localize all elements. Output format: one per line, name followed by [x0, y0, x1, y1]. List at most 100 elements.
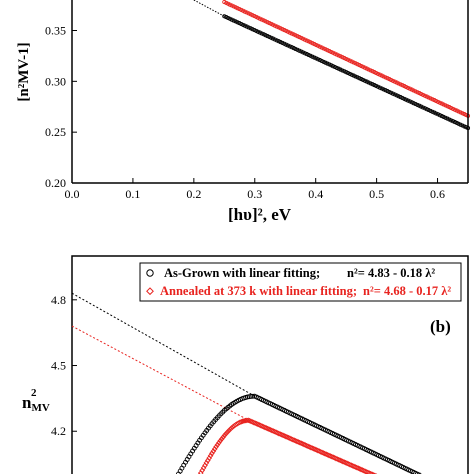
- top-data-point: [349, 72, 354, 77]
- top-data-point: [411, 101, 416, 106]
- bottom-data-point: [216, 439, 222, 446]
- legend-box: [139, 262, 462, 302]
- top-x-tick-label: 0.1: [125, 187, 140, 201]
- bottom-data-point: [341, 459, 348, 465]
- bottom-data-point: [324, 451, 331, 458]
- bottom-data-point: [223, 430, 229, 437]
- top-data-point: [267, 21, 272, 26]
- top-data-point: [398, 82, 403, 87]
- bottom-data-point: [211, 446, 218, 452]
- bottom-data-point: [306, 444, 313, 450]
- top-data-point: [405, 98, 411, 103]
- bottom-data-point: [345, 461, 352, 467]
- bottom-data-point: [250, 419, 257, 426]
- bottom-data-point: [330, 454, 336, 461]
- top-x-tick-label: 0.0: [65, 187, 80, 201]
- bottom-data-point: [348, 462, 355, 469]
- top-data-point: [460, 111, 465, 116]
- bottom-fit-line-as-grown: [71, 292, 256, 397]
- bottom-data-point: [238, 418, 245, 425]
- bottom-data-point: [326, 452, 332, 459]
- bottom-data-point: [246, 417, 253, 424]
- top-data-point: [302, 51, 307, 56]
- top-y-tick-label: 0.30: [45, 74, 66, 88]
- bottom-data-point: [417, 472, 422, 474]
- bottom-data-point: [255, 421, 261, 428]
- bottom-data-point: [271, 428, 278, 435]
- bottom-data-point: [245, 417, 252, 424]
- top-data-point: [297, 35, 302, 40]
- top-data-point: [445, 104, 450, 109]
- top-data-point: [458, 122, 463, 127]
- ylabel-sup: 2: [31, 387, 37, 399]
- ylabel-sub: MV: [31, 402, 49, 414]
- bottom-y-ticks: 4.2 4.5 4.8: [51, 293, 77, 438]
- legend-label-as-grown: As-Grown with linear fitting;: [164, 266, 320, 280]
- top-data-point: [452, 120, 457, 125]
- bottom-data-point: [277, 431, 284, 437]
- top-data-point: [415, 90, 420, 95]
- top-data-point: [415, 102, 420, 107]
- top-data-point: [297, 48, 302, 53]
- bottom-frame: [71, 255, 469, 474]
- top-data-point: [282, 28, 287, 33]
- top-data-point: [420, 105, 426, 110]
- top-series-annealed: [222, 0, 471, 118]
- bottom-data-point: [320, 450, 327, 456]
- bottom-data-point: [282, 433, 289, 440]
- bottom-data-point: [220, 434, 226, 441]
- top-data-point: [437, 100, 442, 105]
- bottom-data-point: [307, 444, 314, 451]
- bottom-data-point: [301, 441, 307, 448]
- bottom-data-point: [298, 440, 304, 447]
- bottom-data-point: [227, 426, 233, 433]
- top-data-point: [390, 91, 396, 96]
- bottom-data-point: [344, 460, 350, 467]
- bottom-data-point: [248, 418, 254, 425]
- top-data-point: [330, 64, 336, 69]
- bottom-data-point: [314, 447, 321, 454]
- legend-marker-as-grown: [146, 269, 154, 277]
- bottom-y-tick-label: 4.5: [51, 359, 66, 373]
- bottom-data-point: [268, 427, 275, 434]
- top-y-axis-label: [n²MV-1]: [16, 42, 32, 101]
- bottom-data-point: [280, 432, 286, 439]
- bottom-data-point: [353, 464, 360, 471]
- bottom-data-point: [291, 437, 297, 444]
- bottom-data-point: [317, 448, 324, 455]
- bottom-data-point: [257, 422, 264, 429]
- bottom-data-point: [296, 439, 303, 446]
- top-data-point: [377, 85, 382, 90]
- top-data-point: [315, 57, 321, 62]
- bottom-data-point: [274, 430, 281, 436]
- bottom-data-point: [281, 433, 288, 439]
- top-data-point: [259, 31, 264, 36]
- top-data-point: [289, 31, 294, 36]
- top-data-point: [405, 85, 411, 90]
- bottom-data-point: [349, 462, 356, 469]
- bottom-data-point: [278, 431, 285, 438]
- bottom-data-point: [262, 424, 268, 431]
- bottom-y-tick-label: 4.8: [51, 293, 66, 307]
- bottom-data-point: [367, 470, 374, 474]
- top-data-point: [353, 74, 358, 79]
- bottom-panel: 4.2 4.5 4.8 nMV 2 As-Grown with linear fit…: [22, 255, 469, 474]
- top-data-point: [368, 81, 373, 86]
- bottom-data-point: [295, 439, 302, 445]
- top-data-point: [265, 34, 270, 39]
- top-x-tick-label: 0.6: [430, 187, 445, 201]
- bottom-data-point: [335, 456, 342, 463]
- bottom-data-point: [249, 419, 256, 425]
- bottom-data-point: [299, 440, 306, 447]
- bottom-y-tick-label: 4.2: [51, 424, 66, 438]
- top-data-point: [430, 97, 435, 102]
- bottom-data-point: [309, 445, 316, 451]
- bottom-data-point: [263, 425, 270, 431]
- bottom-data-point: [358, 466, 364, 473]
- top-data-point: [304, 38, 309, 43]
- top-data-point: [250, 27, 255, 32]
- bottom-data-point: [228, 425, 235, 431]
- bottom-data-point: [352, 464, 359, 470]
- top-data-point: [334, 65, 339, 70]
- top-fit-line: [193, 0, 225, 17]
